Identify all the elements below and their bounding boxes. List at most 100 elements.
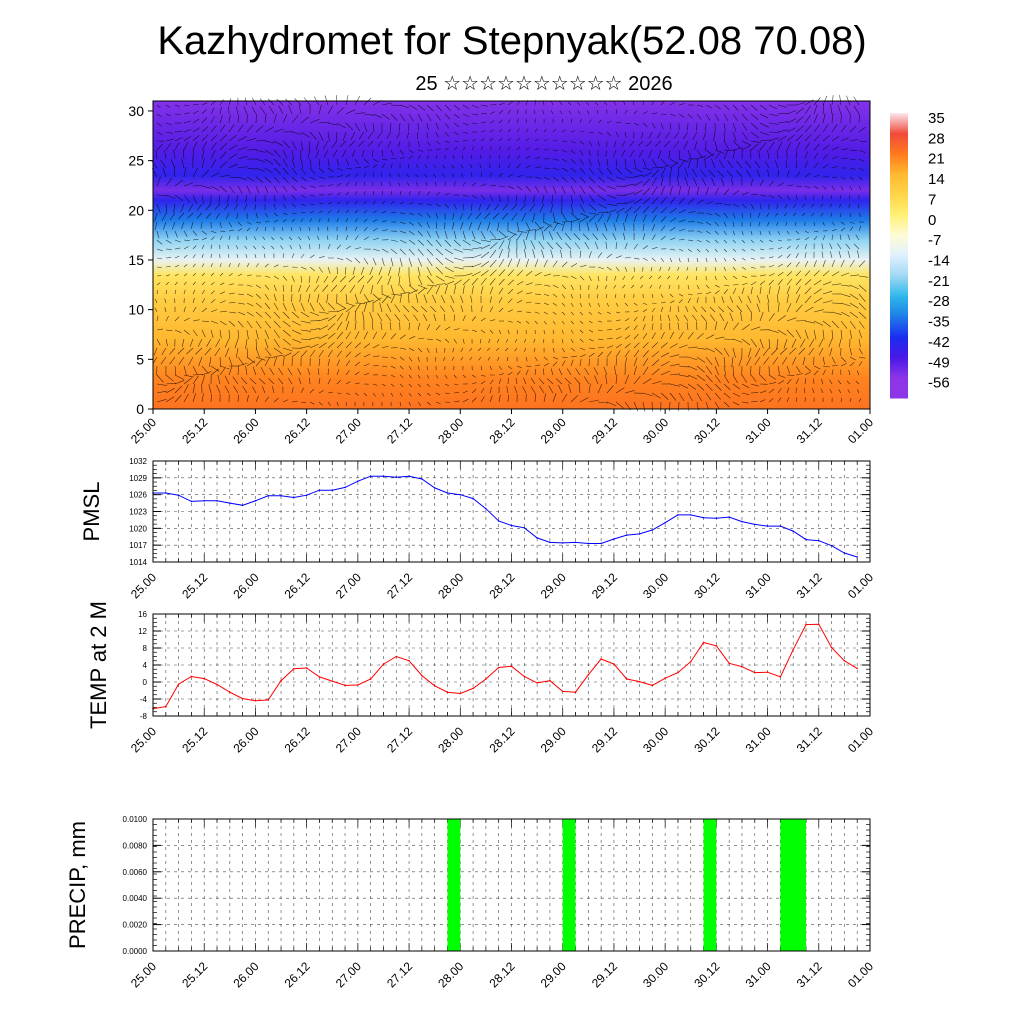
data-point <box>165 492 167 494</box>
y-tick-label: 16 <box>138 610 147 619</box>
panel-frame <box>152 613 871 717</box>
colorbar-label: 28 <box>928 130 945 147</box>
x-tick-label: 31.12 <box>794 724 825 755</box>
data-point <box>677 671 679 674</box>
y-tick-label: 0.0100 <box>123 815 148 824</box>
data-point <box>305 667 308 669</box>
wind-vector-path <box>150 95 869 412</box>
data-point <box>433 487 436 489</box>
panel-y-axis-label: PRECIP, mm <box>65 821 90 949</box>
colorbar-label: -35 <box>928 314 950 331</box>
data-point <box>574 541 577 544</box>
data-point <box>369 678 372 680</box>
data-line <box>153 475 858 558</box>
panel-grid <box>153 460 870 563</box>
x-tick-label: 25.00 <box>128 570 159 601</box>
data-point <box>843 552 846 554</box>
data-point <box>421 478 423 480</box>
heatmap-y-tick-label: 0 <box>136 401 144 417</box>
data-point <box>241 504 244 507</box>
x-tick-label: 25.00 <box>128 959 159 990</box>
data-point <box>523 526 526 529</box>
data-point <box>267 494 270 497</box>
colorbar-segment <box>890 133 908 155</box>
data-point <box>843 659 846 662</box>
data-point <box>779 676 782 678</box>
data-point <box>779 525 782 527</box>
data-point <box>805 538 807 541</box>
precip-panel: 0.0000 0.0020 0.0040 0.0060 0.0080 0.0100 25.0… <box>65 815 876 990</box>
data-point <box>638 680 641 683</box>
x-tick-label: 28.00 <box>435 959 466 990</box>
y-tick-label: 1017 <box>129 541 147 550</box>
y-tick-label: 0.0060 <box>123 868 148 877</box>
data-point <box>293 496 295 499</box>
data-point <box>689 514 692 516</box>
data-point <box>510 524 513 527</box>
panel-y-axis-label: TEMP at 2 M <box>86 601 111 729</box>
colorbar-segment <box>890 113 908 134</box>
data-point <box>792 530 794 532</box>
data-point <box>216 500 218 502</box>
data-point <box>702 641 705 644</box>
heatmap-x-tick-label: 31.12 <box>794 415 825 446</box>
data-point <box>677 514 679 516</box>
heatmap-y-tick-label: 15 <box>128 252 144 268</box>
x-tick-label: 30.00 <box>640 724 671 755</box>
heatmap-x-tick-label: 30.00 <box>640 415 671 446</box>
data-point <box>536 537 538 539</box>
wind-vectors <box>150 95 869 412</box>
data-point <box>497 520 500 522</box>
x-tick-label: 28.12 <box>486 570 517 601</box>
pmsl-panel: 1014 1017 1020 1023 1026 1029 1032 25.00 25.12 26… <box>79 457 876 601</box>
data-point <box>817 623 820 625</box>
x-tick-label: 30.12 <box>691 959 722 990</box>
y-tick-label: 1020 <box>129 524 147 533</box>
data-point <box>459 493 462 496</box>
x-tick-label: 01.00 <box>845 570 876 601</box>
data-point <box>485 507 487 510</box>
heatmap-y-tick-label: 30 <box>128 103 144 119</box>
data-point <box>395 476 398 479</box>
colorbar-segment <box>890 194 908 216</box>
heatmap-x-tick-label: 29.00 <box>538 415 569 446</box>
x-tick-label: 29.12 <box>589 724 620 755</box>
data-point <box>254 699 257 702</box>
data-point <box>753 671 756 674</box>
y-tick-label: 1029 <box>129 474 147 483</box>
x-tick-label: 29.12 <box>589 570 620 601</box>
colorbar-label: -21 <box>928 273 950 290</box>
colorbar-segment <box>890 153 908 175</box>
data-point <box>830 646 833 649</box>
y-tick-label: 1026 <box>129 491 147 500</box>
x-tick-label: 30.00 <box>640 570 671 601</box>
data-point <box>587 673 590 676</box>
heatmap-x-tick-label: 25.12 <box>179 415 210 446</box>
x-tick-label: 27.00 <box>333 959 364 990</box>
data-point <box>280 494 282 497</box>
data-line <box>152 623 858 710</box>
data-point <box>728 516 730 518</box>
data-point <box>741 520 743 523</box>
y-tick-label: -8 <box>140 712 148 721</box>
data-point <box>344 486 346 489</box>
data-point <box>446 492 449 494</box>
x-tick-label: 29.12 <box>589 959 620 990</box>
data-point <box>766 671 769 674</box>
y-tick-label: 8 <box>143 644 148 653</box>
y-tick-label: 0.0040 <box>123 894 148 903</box>
panel-grid <box>153 818 870 952</box>
data-point <box>382 663 385 665</box>
x-tick-label: 26.12 <box>282 570 313 601</box>
x-tick-label: 27.12 <box>384 570 415 601</box>
colorbar-segment <box>890 235 908 256</box>
data-point <box>485 678 487 680</box>
chart-title: Kazhydromet for Stepnyak(52.08 70.08) <box>157 19 867 63</box>
heatmap-x-tick-label: 01.00 <box>845 415 876 446</box>
y-tick-label: -4 <box>140 695 148 704</box>
x-tick-label: 27.12 <box>384 959 415 990</box>
colorbar-label: -7 <box>928 232 941 249</box>
x-tick-label: 01.00 <box>845 959 876 990</box>
data-point <box>190 675 193 678</box>
colorbar-label: -56 <box>928 375 950 392</box>
